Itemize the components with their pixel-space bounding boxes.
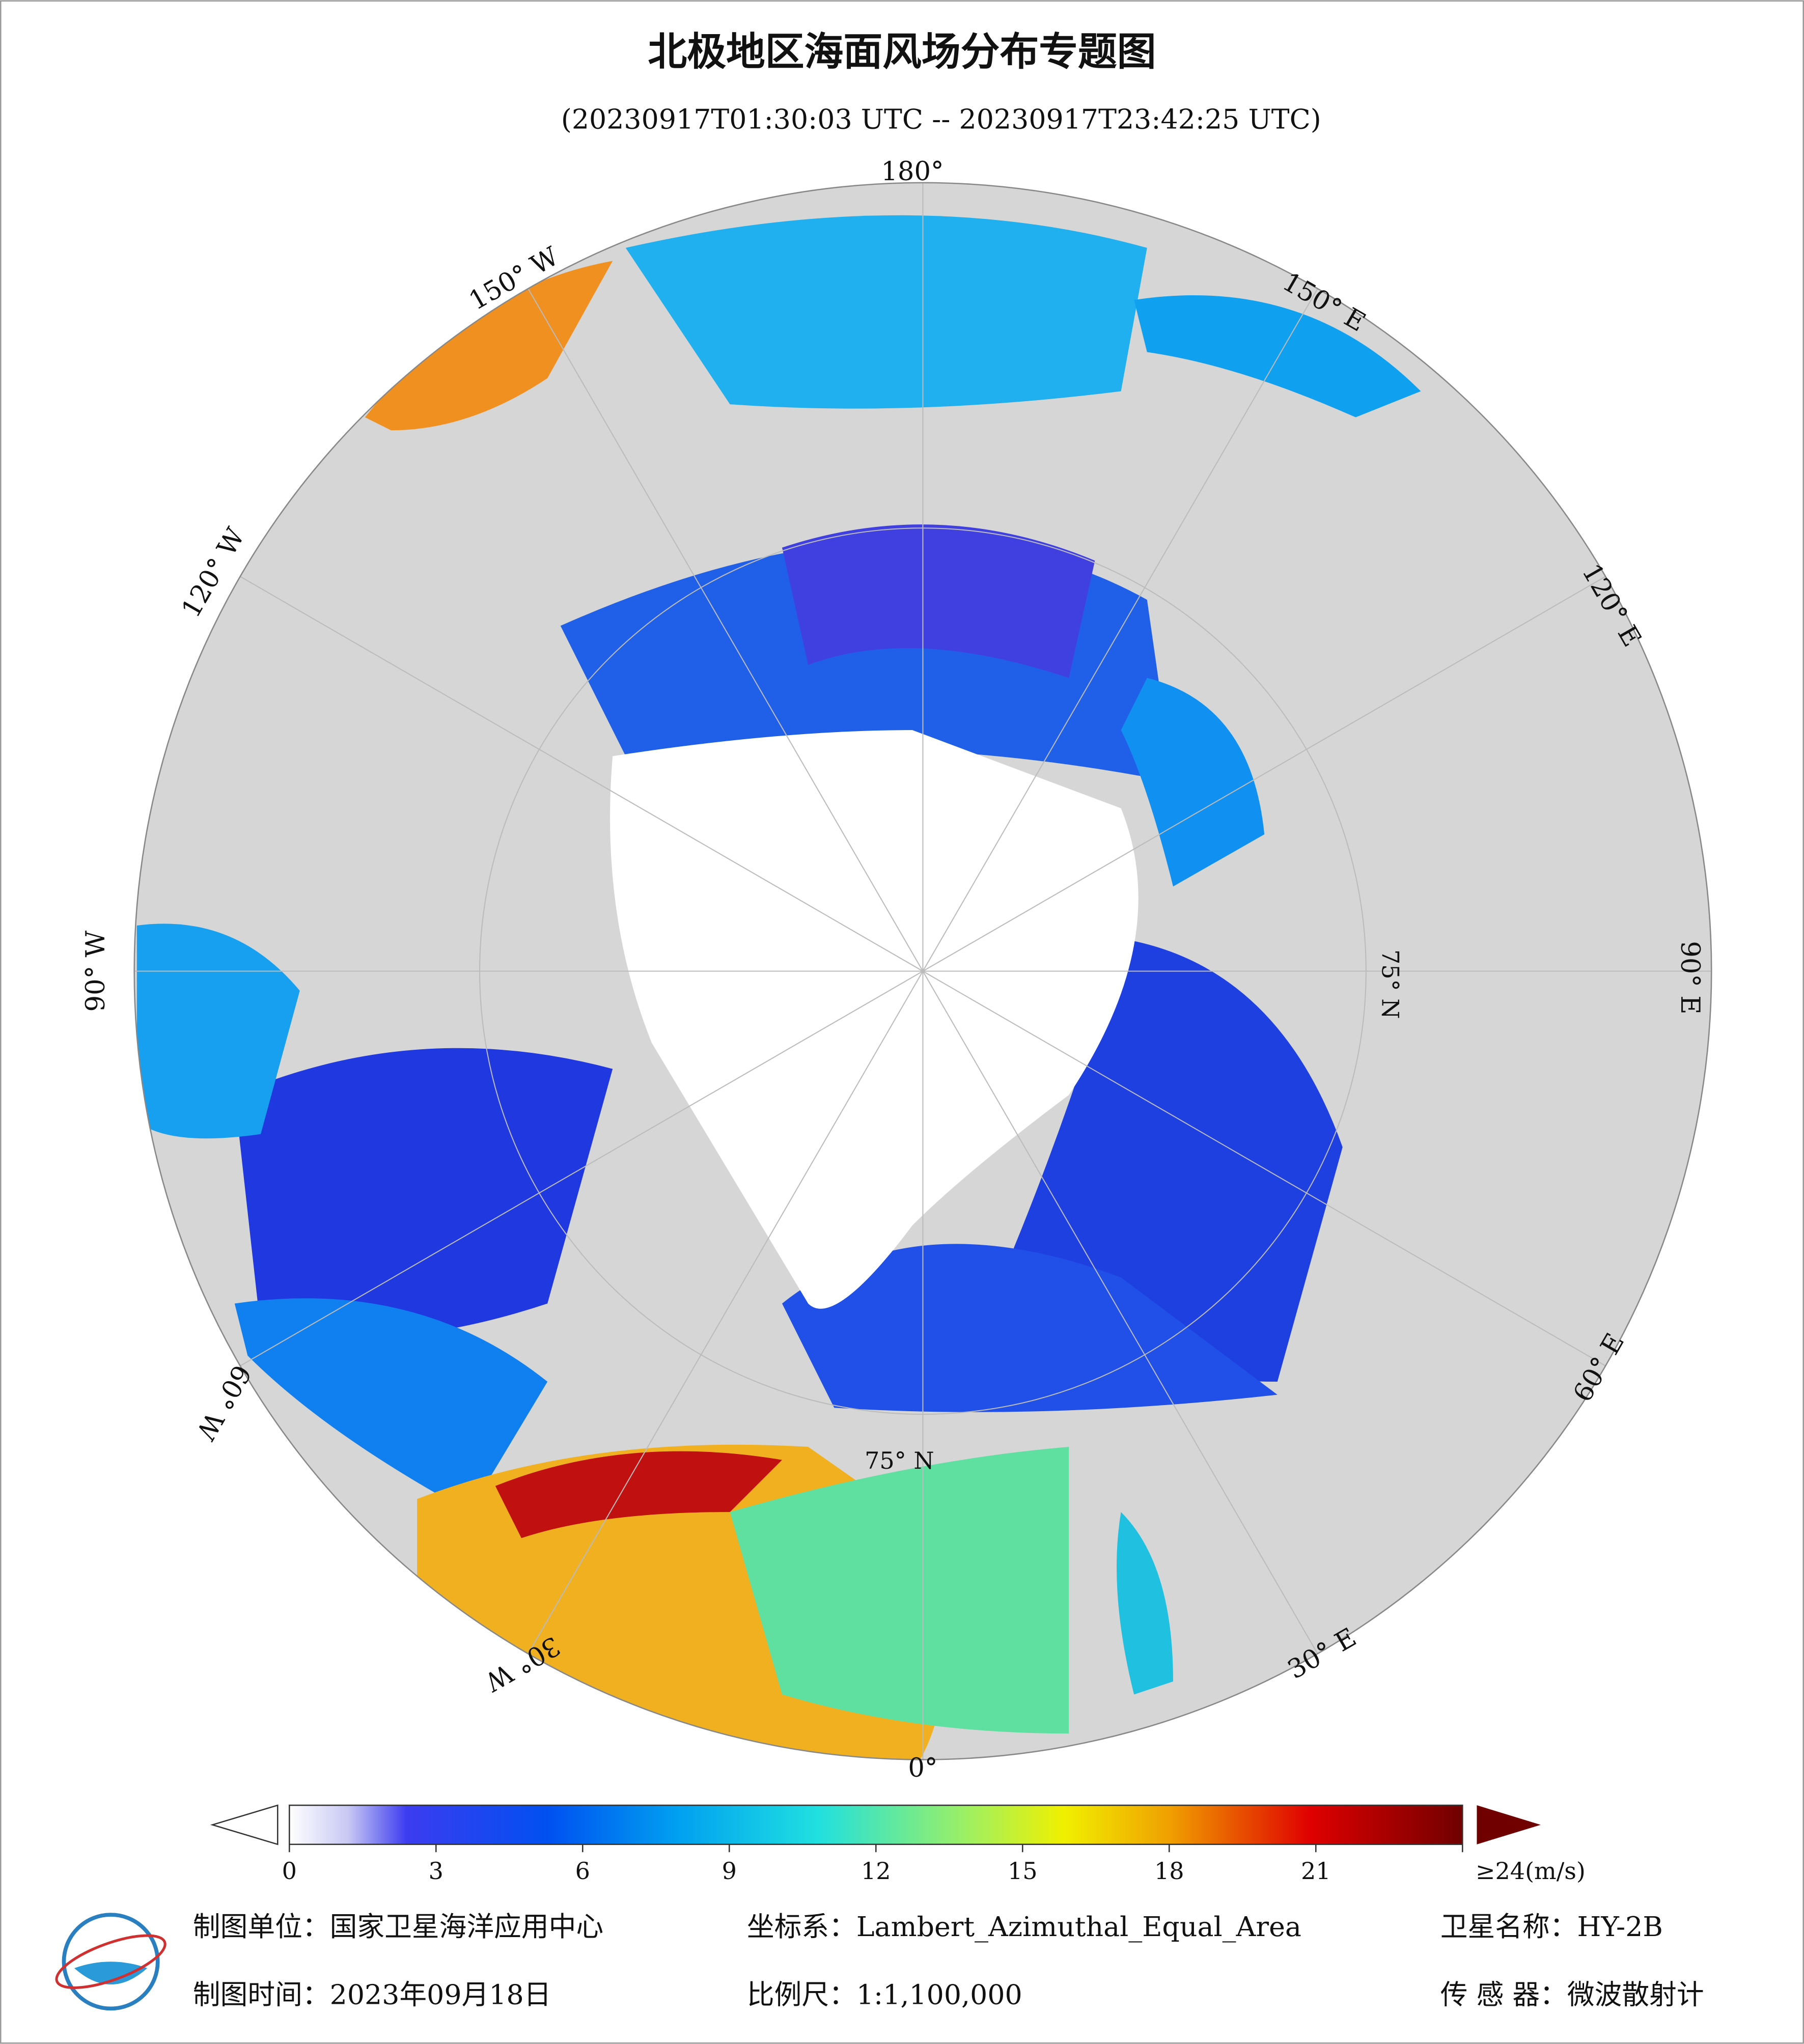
lon-label: 90° W <box>80 930 111 1012</box>
colorbar-tick-label: 3 <box>429 1857 443 1885</box>
colorbar-ticks: 0 3 6 9 12 15 18 21 ≥24(m/s) <box>282 1844 1586 1885</box>
colorbar-under <box>210 1804 279 1845</box>
footer-text: 卫星名称：HY-2B <box>1440 1911 1663 1943</box>
lat-label: 75° N <box>1376 949 1404 1019</box>
colorbar-tick-label: 6 <box>575 1857 590 1885</box>
title: 北极地区海面风场分布专题图 <box>648 29 1156 75</box>
lon-label: 0° <box>908 1753 937 1783</box>
lat-label: 75° N <box>865 1447 934 1474</box>
footer-text: 传 感 器：微波散射计 <box>1440 1978 1704 2010</box>
map-border <box>133 182 1712 1760</box>
logo <box>55 1913 166 2011</box>
colorbar-tick-label: 15 <box>1008 1857 1038 1885</box>
colorbar-tick-label: 0 <box>282 1857 297 1885</box>
colorbar-tick-label: 12 <box>861 1857 891 1885</box>
footer-text: 制图单位：国家卫星海洋应用中心 <box>193 1911 603 1943</box>
footer-text: 比例尺：1:1,100,000 <box>747 1978 1022 2010</box>
subtitle: (20230917T01:30:03 UTC -- 20230917T23:42… <box>561 103 1321 135</box>
lon-label: 90° E <box>1675 941 1705 1014</box>
colorbar-tick-label: 18 <box>1154 1857 1184 1885</box>
footer-text: 坐标系：Lambert_Azimuthal_Equal_Area <box>747 1911 1301 1943</box>
colorbar-tick-label: ≥24(m/s) <box>1476 1857 1586 1885</box>
footer-text: 制图时间：2023年09月18日 <box>193 1978 551 2010</box>
colorbar-tick-label: 9 <box>722 1857 737 1885</box>
map-body <box>134 182 1712 1760</box>
colorbar-over <box>1477 1805 1541 1844</box>
footer: 制图单位：国家卫星海洋应用中心 坐标系：Lambert_Azimuthal_Equ… <box>193 1911 1704 2010</box>
colorbar <box>289 1804 1463 1845</box>
colorbar-tick-label: 21 <box>1301 1857 1331 1885</box>
lon-label: 180° <box>881 156 943 187</box>
